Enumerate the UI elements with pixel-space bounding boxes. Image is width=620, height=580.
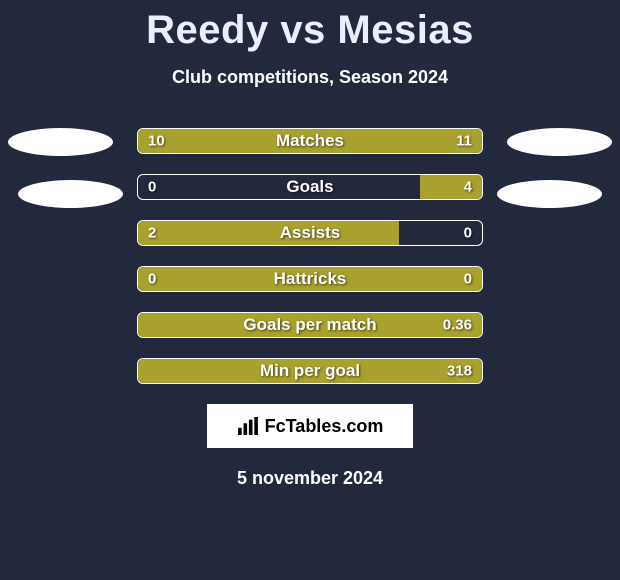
date-label: 5 november 2024 (0, 468, 620, 489)
stat-value-right: 4 (464, 179, 472, 196)
player-right-ellipse-1 (507, 128, 612, 156)
stat-bar-min-per-goal: Min per goal 318 (137, 358, 483, 384)
stat-label: Assists (280, 223, 340, 243)
page-title: Reedy vs Mesias (0, 0, 620, 53)
stat-value-right: 0 (464, 271, 472, 288)
stat-bar-assists: 2 Assists 0 (137, 220, 483, 246)
stat-bar-hattricks: 0 Hattricks 0 (137, 266, 483, 292)
stat-value-left: 0 (148, 179, 156, 196)
brand-box: FcTables.com (207, 404, 413, 448)
brand-text: FcTables.com (265, 416, 384, 437)
stat-value-right: 0.36 (443, 317, 472, 334)
bar-fill-right (420, 175, 482, 199)
stat-value-left: 0 (148, 271, 156, 288)
stat-label: Goals (286, 177, 333, 197)
stat-label: Hattricks (274, 269, 347, 289)
stat-label: Matches (276, 131, 344, 151)
player-left-ellipse-1 (8, 128, 113, 156)
player-left-ellipse-2 (18, 180, 123, 208)
stat-value-right: 318 (447, 363, 472, 380)
stat-value-left: 2 (148, 225, 156, 242)
stat-value-right: 0 (464, 225, 472, 242)
stat-bar-matches: 10 Matches 11 (137, 128, 483, 154)
stats-area: 10 Matches 11 0 Goals 4 2 Assists 0 0 Ha… (0, 128, 620, 384)
stat-label: Min per goal (260, 361, 360, 381)
stat-bar-goals: 0 Goals 4 (137, 174, 483, 200)
subtitle: Club competitions, Season 2024 (0, 67, 620, 88)
stat-bar-goals-per-match: Goals per match 0.36 (137, 312, 483, 338)
chart-bars-icon (237, 417, 259, 435)
bars-container: 10 Matches 11 0 Goals 4 2 Assists 0 0 Ha… (137, 128, 483, 384)
bar-fill-left (138, 221, 399, 245)
stat-value-right: 11 (456, 133, 472, 150)
stat-label: Goals per match (243, 315, 376, 335)
stat-value-left: 10 (148, 133, 165, 150)
player-right-ellipse-2 (497, 180, 602, 208)
